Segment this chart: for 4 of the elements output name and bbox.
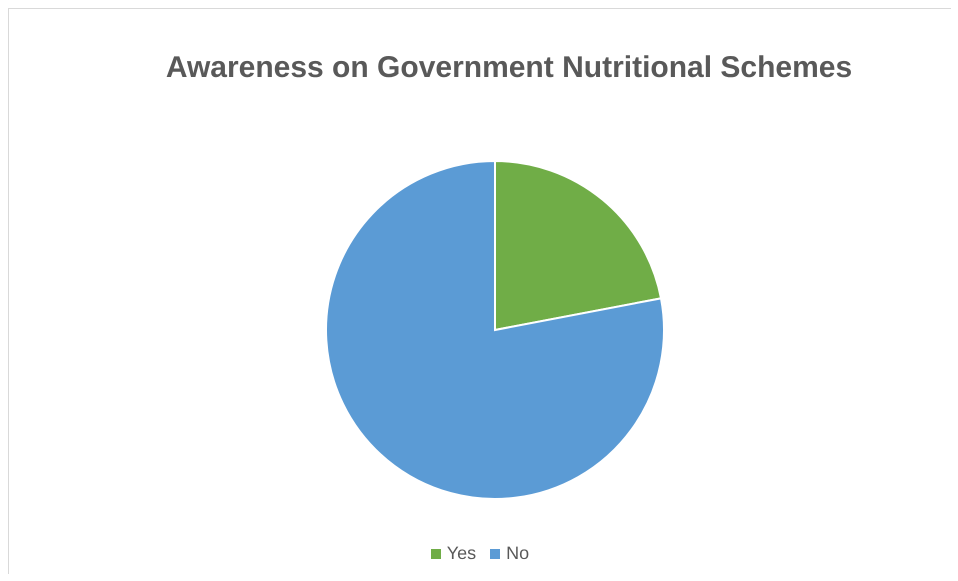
- pie-slice: [325, 160, 665, 500]
- legend-label: No: [506, 543, 530, 564]
- chart-title: Awareness on Government Nutritional Schemes: [164, 51, 854, 85]
- legend-label: Yes: [446, 543, 476, 564]
